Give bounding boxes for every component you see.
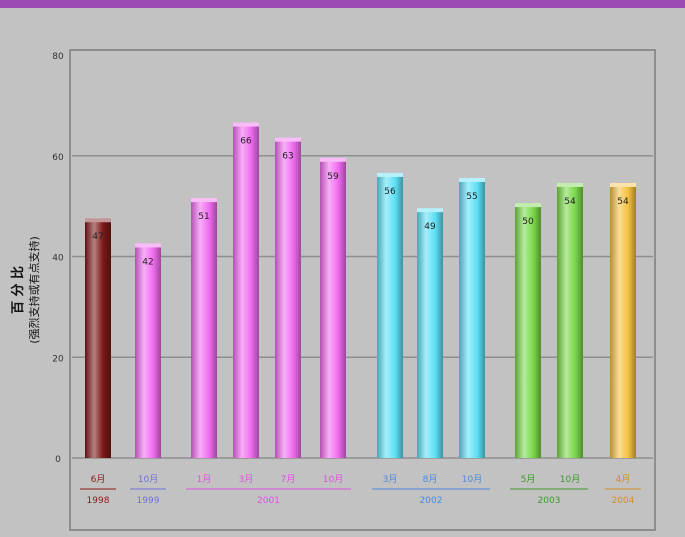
year-group-label: 2002	[420, 496, 443, 506]
y-tick-label: 80	[52, 52, 64, 62]
year-group-label: 1999	[137, 496, 160, 506]
bar-value-label: 55	[466, 192, 477, 202]
plot-frame	[69, 49, 656, 531]
bar-value-label: 54	[564, 197, 576, 207]
x-tick-label: 5月	[521, 474, 536, 485]
bar	[610, 185, 636, 458]
x-tick-label: 10月	[560, 474, 580, 485]
bar-cap	[515, 203, 541, 208]
bar	[135, 246, 161, 458]
x-tick-label: 6月	[91, 474, 106, 485]
bar	[275, 140, 301, 458]
bar	[417, 211, 443, 458]
bar	[233, 125, 259, 459]
bar-value-label: 56	[384, 187, 396, 197]
bar-cap	[275, 137, 301, 142]
x-tick-label: 1月	[197, 474, 212, 485]
bar-value-label: 51	[198, 212, 209, 222]
bar	[320, 160, 346, 458]
x-tick-label: 10月	[323, 474, 343, 485]
year-group-label: 2001	[257, 496, 280, 506]
bar	[459, 180, 485, 458]
x-tick-label: 3月	[239, 474, 254, 485]
bar	[377, 175, 403, 458]
y-axis-subtitle: (强烈支持或有点支持)	[27, 236, 41, 344]
x-tick-label: 10月	[138, 474, 158, 485]
bar-cap	[610, 182, 636, 187]
x-tick-label: 4月	[616, 474, 631, 485]
bar-value-label: 66	[240, 137, 252, 147]
bar-cap	[135, 243, 161, 248]
bar	[85, 221, 111, 458]
bar-value-label: 59	[327, 172, 339, 182]
bar-cap	[320, 157, 346, 162]
year-group-label: 2004	[612, 496, 635, 506]
y-axis-ticks: 0 20 40 60 80	[52, 52, 64, 465]
gridlines	[72, 155, 653, 459]
bar	[557, 185, 583, 458]
y-tick-label: 60	[52, 153, 64, 163]
frame-top-border	[0, 0, 685, 8]
x-tick-label: 7月	[281, 474, 296, 485]
x-tick-label: 3月	[383, 474, 398, 485]
x-axis-labels: 6月 10月 1月 3月 7月 10月 3月 8月 10月 5月 10月 4月 1998 1999 2001…	[80, 474, 641, 506]
bar-cap	[377, 172, 403, 177]
bar-cap	[233, 122, 259, 127]
bar-value-label: 49	[424, 222, 436, 232]
bar-cap	[557, 182, 583, 187]
y-axis-title: 百 分 比	[10, 266, 26, 314]
bar-value-label: 47	[92, 232, 103, 242]
bar-cap	[459, 177, 485, 182]
bars: 47 42 51 66 63 59 56 49 55 50 54 54	[85, 122, 636, 459]
y-tick-label: 20	[52, 354, 64, 364]
y-tick-label: 40	[52, 254, 64, 264]
bar-value-label: 63	[282, 152, 293, 162]
x-tick-label: 10月	[462, 474, 482, 485]
y-tick-label: 0	[55, 455, 61, 465]
year-group-label: 1998	[87, 496, 110, 506]
bar-value-label: 50	[522, 217, 534, 227]
bar	[515, 206, 541, 458]
bar-cap	[191, 198, 217, 203]
bar-value-label: 54	[617, 197, 629, 207]
bar	[191, 201, 217, 458]
year-group-label: 2003	[538, 496, 561, 506]
bar-cap	[417, 208, 443, 213]
bar-cap	[85, 218, 111, 223]
x-tick-label: 8月	[423, 474, 438, 485]
bar-value-label: 42	[142, 257, 153, 267]
